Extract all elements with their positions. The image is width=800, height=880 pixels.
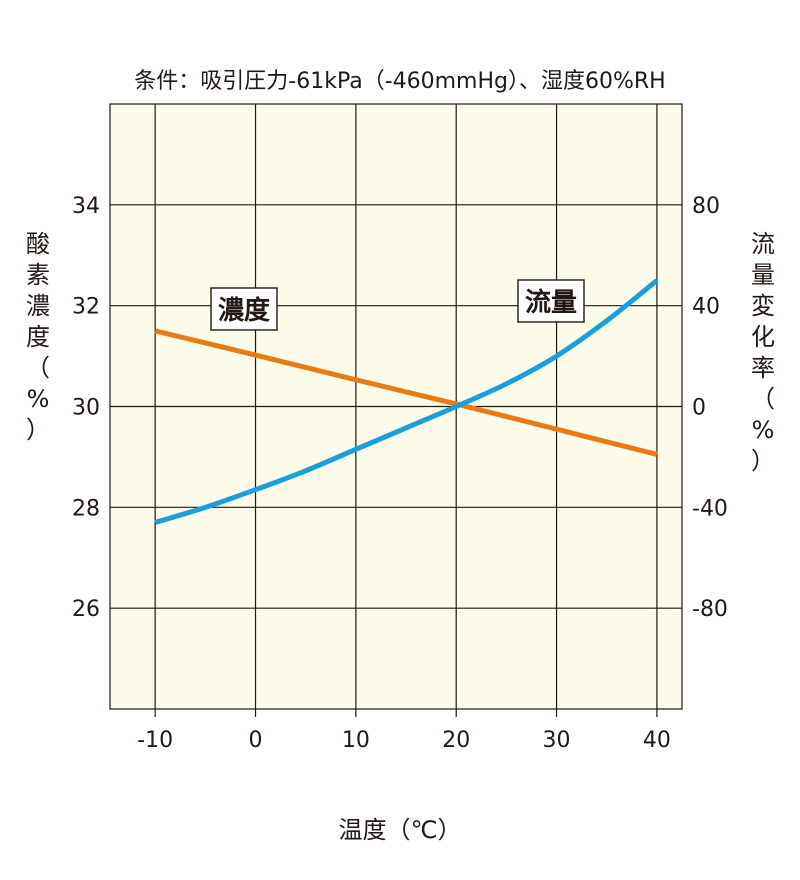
right-tick-label: -80 [692,597,728,622]
grid [110,104,682,717]
series-label-box [210,287,278,331]
left-axis-label: 酸素濃度（%） [26,230,50,444]
chart-title: 条件：吸引圧力-61kPa（-460mmHg）、湿度60%RH [134,69,665,94]
series-label-box [517,279,585,323]
right-axis-ticks: -80 -40 0 40 80 [692,194,728,622]
x-tick-label: 0 [249,728,263,753]
series-label-0: 濃度 [210,287,278,331]
x-tick-label: 30 [543,728,571,753]
left-axis-ticks: 26 28 30 32 34 [72,194,100,622]
x-tick-label: 10 [342,728,370,753]
series-line-0 [154,328,658,457]
right-tick-label: 80 [692,194,720,219]
series-label-text: 流量 [525,288,577,318]
right-tick-label: 0 [692,396,706,421]
series-label-1: 流量 [517,279,585,323]
left-tick-label: 30 [72,396,100,421]
x-axis-ticks: -10 0 10 20 30 40 [137,728,671,753]
series-lines [154,278,659,525]
x-tick-label: 20 [442,728,470,753]
left-tick-label: 28 [72,496,100,521]
right-tick-label: -40 [692,496,728,521]
left-tick-label: 34 [72,194,100,219]
series-label-text: 濃度 [218,295,270,326]
left-tick-label: 32 [72,295,100,320]
x-tick-label: -10 [137,728,173,753]
right-axis-label: 流量変化率（%） [751,230,775,475]
series-labels: 濃度 流量 [210,279,585,331]
x-axis-label: 温度（℃） [339,816,462,844]
x-tick-label: 40 [643,728,671,753]
series-line-1 [154,278,659,525]
left-tick-label: 26 [72,597,100,622]
right-tick-label: 40 [692,295,720,320]
